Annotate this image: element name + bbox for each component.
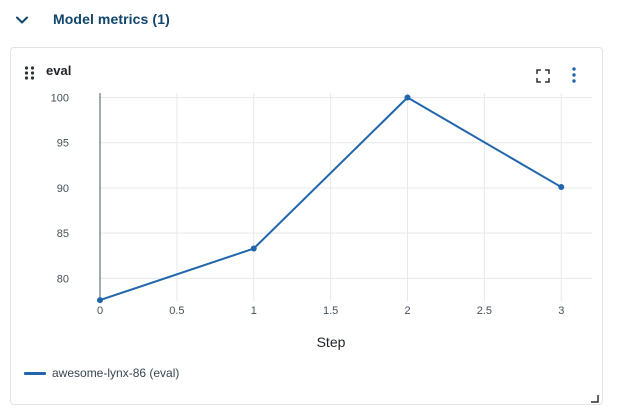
x-tick-label: 0 [97,305,103,317]
more-vertical-icon[interactable] [567,66,581,84]
y-tick-label: 100 [51,93,69,105]
chart-grid [99,93,592,301]
section-title: Model metrics (1) [53,11,170,27]
chart-series [97,94,565,304]
y-tick-label: 85 [57,228,69,240]
x-tick-label: 3 [558,305,564,317]
legend-item[interactable]: awesome-lynx-86 (eval) [24,366,179,380]
panel-title: eval [46,63,72,78]
metric-panel [10,47,603,405]
x-tick-label: 1 [251,305,257,317]
chevron-down-icon[interactable] [14,12,30,28]
legend-swatch [24,371,46,375]
chart-ticks: 80 85 90 95 100 0 0.5 1 1.5 2 2.5 3 [51,93,565,317]
y-tick-label: 80 [57,273,69,285]
y-tick-label: 90 [57,183,69,195]
data-point[interactable] [250,245,257,252]
legend-label: awesome-lynx-86 (eval) [52,366,180,380]
section-header[interactable]: Model metrics (1) [0,0,632,40]
data-point[interactable] [404,94,411,101]
x-tick-label: 1.5 [323,305,338,317]
data-point[interactable] [558,184,565,191]
x-tick-label: 0.5 [169,305,184,317]
x-axis-label: Step [317,334,346,350]
expand-icon[interactable] [535,68,551,84]
data-point[interactable] [97,297,103,304]
series-line[interactable] [99,96,562,302]
drag-handle-icon[interactable] [24,66,36,80]
x-tick-label: 2.5 [477,305,492,317]
y-tick-label: 95 [57,138,69,150]
resize-handle-icon[interactable] [590,394,599,403]
x-tick-label: 2 [404,305,410,317]
